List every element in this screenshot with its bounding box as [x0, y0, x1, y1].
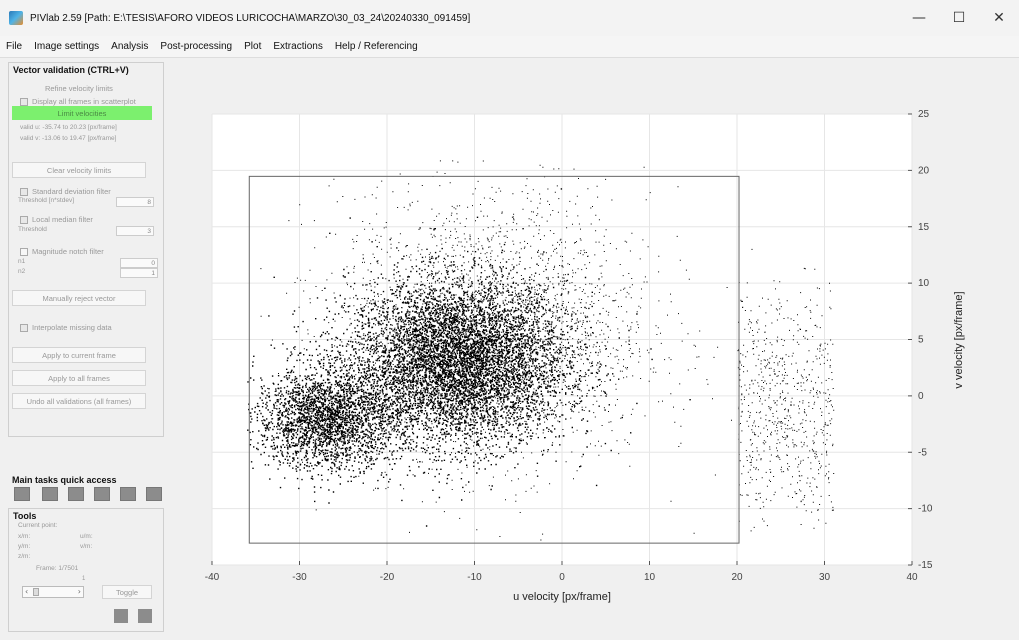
x-axis-ticks: -40 -30 -20 -10 0 10 20 30 40: [205, 561, 918, 583]
menu-bar: File Image settings Analysis Post-proces…: [0, 36, 1019, 58]
local-median-label: Local median filter: [32, 215, 93, 224]
current-point-label: Current point:: [18, 522, 58, 529]
calibrate-icon[interactable]: [146, 487, 162, 501]
y-axis-ticks: -15 -10 -5 0 5 10 15 20 25: [908, 109, 933, 571]
menu-post-processing[interactable]: Post-processing: [160, 41, 233, 52]
velocity-limit-rectangle[interactable]: [248, 175, 740, 544]
maximize-button[interactable]: ☐: [952, 10, 966, 26]
frame-number: 1: [82, 576, 86, 582]
x-tick-label: 0: [559, 572, 565, 583]
menu-plot[interactable]: Plot: [244, 41, 262, 52]
tools-title: Tools: [13, 511, 37, 521]
clear-velocity-limits-button[interactable]: Clear velocity limits: [12, 162, 146, 178]
y-axis-label: v velocity [px/frame]: [953, 291, 965, 388]
x-label: x/m:: [18, 533, 31, 540]
scatter-point-cloud: [247, 160, 835, 541]
stdev-filter-label: Standard deviation filter: [32, 187, 111, 196]
stdev-threshold-input[interactable]: 8: [116, 197, 154, 207]
y-tick-label: 25: [918, 109, 930, 120]
x-tick-label: 10: [644, 572, 656, 583]
x-tick-label: -10: [467, 572, 482, 583]
preprocess-icon[interactable]: [68, 487, 84, 501]
y-tick-label: 10: [918, 278, 930, 289]
limit-velocities-button[interactable]: Limit velocities: [12, 106, 152, 120]
y-tick-label: 20: [918, 165, 930, 176]
apply-current-frame-button[interactable]: Apply to current frame: [12, 347, 146, 363]
interpolate-label: Interpolate missing data: [32, 323, 112, 332]
local-median-checkbox[interactable]: [20, 216, 28, 224]
y-tick-label: -15: [918, 560, 933, 571]
mag-n2-label: n2: [18, 268, 26, 275]
panel-title: Vector validation (CTRL+V): [13, 65, 129, 75]
frame-slider[interactable]: ‹ ›: [22, 586, 84, 598]
slider-right-arrow-icon[interactable]: ›: [77, 587, 81, 596]
menu-extractions[interactable]: Extractions: [273, 41, 323, 52]
window-title: PIVlab 2.59 [Path: E:\TESIS\AFORO VIDEOS…: [30, 12, 471, 24]
menu-image-settings[interactable]: Image settings: [34, 41, 100, 52]
slider-left-arrow-icon[interactable]: ‹: [25, 587, 29, 596]
x-tick-label: -40: [205, 572, 220, 583]
valid-v-text: valid v: -13.06 to 19.47 [px/frame]: [20, 135, 117, 142]
y-tick-label: 15: [918, 222, 930, 233]
load-images-icon[interactable]: [14, 487, 30, 501]
x-tick-label: 30: [819, 572, 831, 583]
y-tick-label: 0: [918, 391, 924, 402]
title-bar: PIVlab 2.59 [Path: E:\TESIS\AFORO VIDEOS…: [0, 0, 1019, 36]
y-tick-label: -5: [918, 447, 927, 458]
close-button[interactable]: ✕: [993, 10, 1005, 26]
x-tick-label: -20: [380, 572, 395, 583]
x-axis-label: u velocity [px/frame]: [513, 591, 611, 603]
refine-velocity-label: Refine velocity limits: [45, 84, 113, 93]
x-tick-label: 40: [906, 572, 918, 583]
minimize-button[interactable]: —: [912, 10, 926, 26]
display-all-label: Display all frames in scatterplot: [32, 97, 136, 106]
grid-lines: [211, 113, 913, 566]
analysis-settings-icon[interactable]: [94, 487, 110, 501]
x-tick-label: -30: [292, 572, 307, 583]
stdev-threshold-label: Threshold [n*stdev]: [18, 197, 75, 204]
play-icon[interactable]: [114, 609, 128, 623]
mag-n2-input[interactable]: 1: [120, 268, 158, 278]
magnitude-notch-checkbox[interactable]: [20, 248, 28, 256]
u-label: u/m:: [80, 533, 93, 540]
y-tick-label: -10: [918, 504, 933, 515]
stop-icon[interactable]: [138, 609, 152, 623]
display-all-checkbox[interactable]: [20, 98, 28, 106]
mag-n1-input[interactable]: 0: [120, 258, 158, 268]
menu-analysis[interactable]: Analysis: [111, 41, 149, 52]
manually-reject-button[interactable]: Manually reject vector: [12, 290, 146, 306]
z-label: z/m:: [18, 553, 31, 560]
median-threshold-label: Threshold: [18, 226, 47, 233]
y-tick-label: 5: [918, 335, 924, 346]
valid-u-text: valid u: -35.74 to 20.23 [px/frame]: [20, 124, 117, 131]
scatter-points: [247, 160, 835, 541]
mask-icon[interactable]: [42, 487, 58, 501]
median-threshold-input[interactable]: 3: [116, 226, 154, 236]
window-controls: — ☐ ✕: [899, 0, 1019, 36]
toggle-button[interactable]: Toggle: [102, 585, 152, 599]
mag-n1-label: n1: [18, 258, 26, 265]
app-icon: [9, 11, 23, 25]
v-label: v/m:: [80, 543, 93, 550]
stdev-filter-checkbox[interactable]: [20, 188, 28, 196]
interpolate-checkbox[interactable]: [20, 324, 28, 332]
y-label: y/m:: [18, 543, 31, 550]
apply-all-frames-button[interactable]: Apply to all frames: [12, 370, 146, 386]
menu-help[interactable]: Help / Referencing: [334, 41, 418, 52]
quick-access-title: Main tasks quick access: [12, 475, 117, 485]
tools-panel: Tools: [8, 508, 164, 632]
analyze-icon[interactable]: [120, 487, 136, 501]
undo-validations-button[interactable]: Undo all validations (all frames): [12, 393, 146, 409]
frame-label: Frame: 1/7501: [36, 565, 79, 572]
menu-file[interactable]: File: [6, 41, 23, 52]
slider-thumb[interactable]: [33, 588, 39, 596]
x-tick-label: 20: [731, 572, 743, 583]
magnitude-notch-label: Magnitude notch filter: [32, 247, 104, 256]
